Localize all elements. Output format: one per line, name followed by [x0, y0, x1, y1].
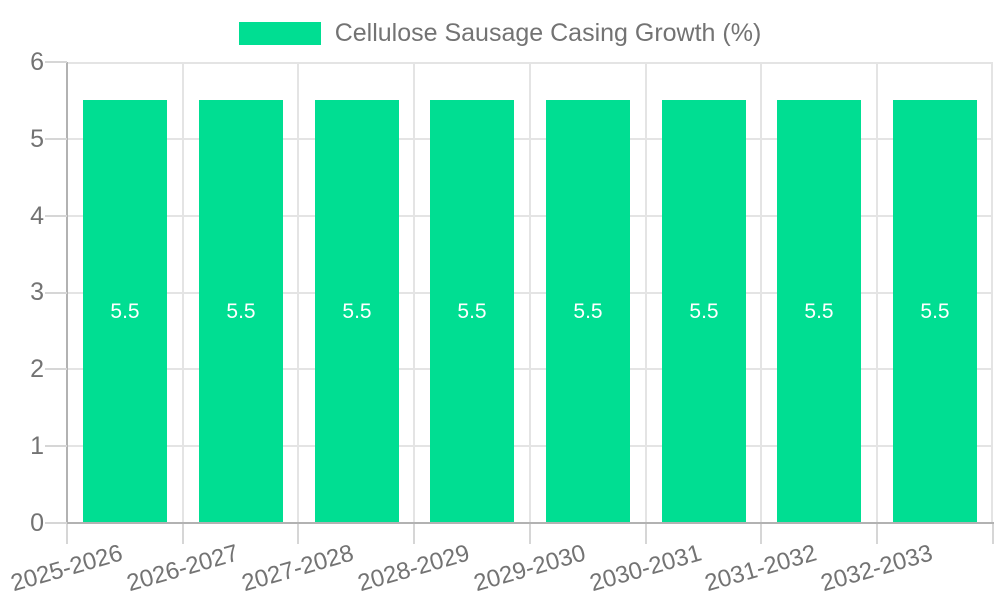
y-axis-tick-mark	[45, 368, 67, 370]
bar: 5.5	[315, 100, 399, 523]
bar-value-label: 5.5	[804, 299, 834, 323]
x-axis-tick-mark	[529, 524, 531, 544]
y-axis-tick-mark	[45, 522, 67, 524]
bar: 5.5	[546, 100, 630, 523]
v-gridline	[760, 62, 762, 523]
x-axis-tick-mark	[297, 524, 299, 544]
y-axis-tick-label: 2	[30, 355, 44, 383]
bar: 5.5	[430, 100, 514, 523]
bar-value-label: 5.5	[457, 299, 487, 323]
x-axis-tick-mark	[876, 524, 878, 544]
plot-area: 5.5 5.5 5.5 5.5 5.5 5.5 5.5 5.5	[67, 62, 993, 523]
y-axis-tick-mark	[45, 445, 67, 447]
y-axis-tick-mark	[45, 292, 67, 294]
v-gridline	[529, 62, 531, 523]
bar: 5.5	[893, 100, 977, 523]
bar-value-label: 5.5	[920, 299, 950, 323]
x-axis-tick-mark	[66, 524, 68, 544]
y-axis-tick-mark	[45, 61, 67, 63]
v-gridline	[413, 62, 415, 523]
y-axis-tick-label: 0	[30, 509, 44, 537]
x-axis-line	[66, 522, 994, 524]
chart-legend[interactable]: Cellulose Sausage Casing Growth (%)	[0, 19, 1000, 48]
bar-value-label: 5.5	[342, 299, 372, 323]
v-gridline	[645, 62, 647, 523]
bar: 5.5	[777, 100, 861, 523]
y-axis-tick-label: 5	[30, 125, 44, 153]
x-axis-tick-mark	[182, 524, 184, 544]
bar-value-label: 5.5	[226, 299, 256, 323]
y-axis-tick-label: 6	[30, 48, 44, 76]
v-gridline	[991, 62, 993, 523]
bar: 5.5	[662, 100, 746, 523]
v-gridline	[297, 62, 299, 523]
y-axis-tick-label: 3	[30, 278, 44, 306]
x-axis-tick-mark	[413, 524, 415, 544]
v-gridline	[876, 62, 878, 523]
y-axis-tick-mark	[45, 138, 67, 140]
legend-swatch	[238, 22, 321, 45]
x-axis-tick-mark	[645, 524, 647, 544]
bar-value-label: 5.5	[110, 299, 140, 323]
x-axis-tick-mark	[992, 524, 994, 544]
bar-value-label: 5.5	[573, 299, 603, 323]
bar: 5.5	[83, 100, 167, 523]
x-axis-tick-mark	[760, 524, 762, 544]
y-axis-tick-label: 1	[30, 432, 44, 460]
bar-value-label: 5.5	[689, 299, 719, 323]
y-axis-tick-mark	[45, 215, 67, 217]
y-axis-line	[66, 62, 68, 523]
v-gridline	[182, 62, 184, 523]
legend-label: Cellulose Sausage Casing Growth (%)	[334, 19, 762, 47]
bar: 5.5	[199, 100, 283, 523]
y-axis-tick-label: 4	[30, 202, 44, 230]
